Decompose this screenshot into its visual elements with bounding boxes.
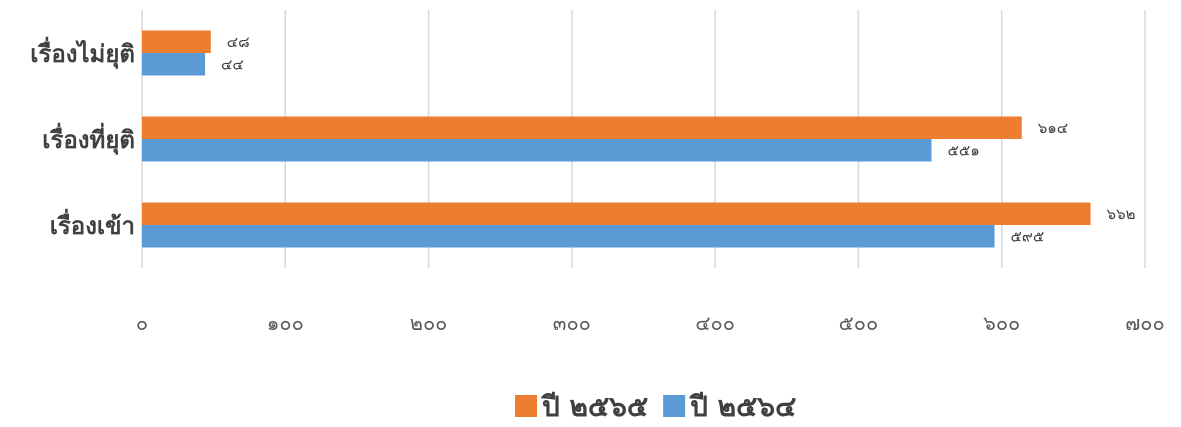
category-label-2: เรื่องเข้า	[50, 208, 135, 240]
data-label-1-1: ๕๕๑	[948, 141, 980, 159]
bar-1-0	[142, 53, 206, 76]
data-label-1-2: ๕๙๕	[1011, 227, 1045, 245]
x-tick-label-2: ๒๐๐	[410, 311, 448, 335]
bar-0-2	[142, 202, 1091, 225]
x-tick-label-5: ๕๐๐	[839, 311, 879, 335]
x-tick-label-7: ๗๐๐	[1125, 311, 1164, 335]
bar-0-0	[142, 30, 211, 53]
legend-swatch-0	[515, 395, 537, 417]
legend: ปี ๒๕๖๕ ปี ๒๕๖๔	[515, 390, 796, 423]
data-label-0-2: ๖๖๒	[1107, 205, 1136, 223]
bar-1-1	[142, 139, 932, 162]
x-tick-label-6: ๖๐๐	[983, 311, 1020, 335]
category-label-0: เรื่องไม่ยุติ	[30, 36, 135, 70]
x-axis-tick-labels: ๐ ๑๐๐ ๒๐๐ ๓๐๐ ๔๐๐ ๕๐๐ ๖๐๐ ๗๐๐	[136, 311, 1165, 335]
bar-0-1	[142, 116, 1022, 139]
legend-label-1: ปี ๒๕๖๔	[688, 390, 796, 423]
x-tick-label-4: ๔๐๐	[695, 311, 735, 335]
category-label-1: เรื่องที่ยุติ	[42, 122, 135, 156]
x-tick-label-0: ๐	[136, 311, 148, 335]
bars	[142, 30, 1091, 248]
x-tick-label-1: ๑๐๐	[267, 311, 304, 335]
data-label-0-0: ๔๘	[227, 33, 250, 51]
legend-label-0: ปี ๒๕๖๕	[540, 390, 648, 423]
data-label-1-0: ๔๔	[221, 55, 244, 73]
data-label-0-1: ๖๑๔	[1038, 119, 1068, 137]
x-tick-label-3: ๓๐๐	[553, 311, 591, 335]
bar-1-2	[142, 225, 995, 248]
category-labels: เรื่องไม่ยุติเรื่องที่ยุติเรื่องเข้า	[30, 36, 135, 240]
legend-swatch-1	[663, 395, 686, 417]
